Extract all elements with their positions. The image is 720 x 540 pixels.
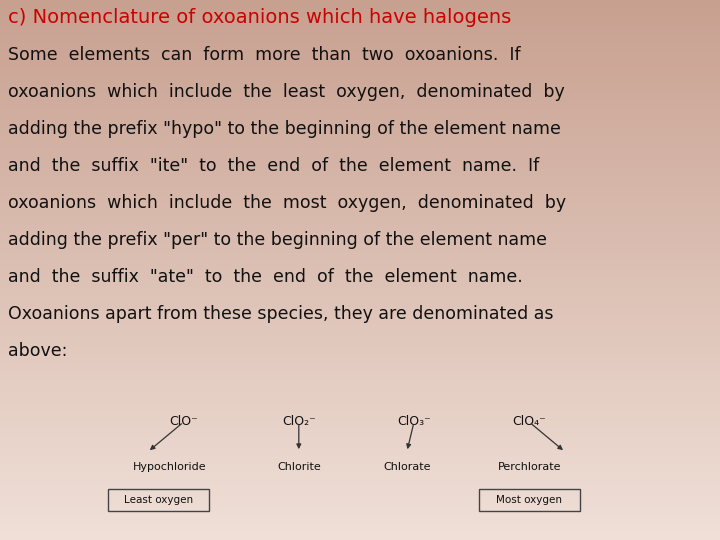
Text: Most oxygen: Most oxygen <box>496 495 562 505</box>
Text: Chlorate: Chlorate <box>383 462 431 472</box>
Text: ClO₂⁻: ClO₂⁻ <box>282 415 315 428</box>
Text: c) Nomenclature of oxoanions which have halogens: c) Nomenclature of oxoanions which have … <box>8 8 511 27</box>
Text: oxoanions  which  include  the  most  oxygen,  denominated  by: oxoanions which include the most oxygen,… <box>8 194 566 212</box>
Text: Oxoanions apart from these species, they are denominated as: Oxoanions apart from these species, they… <box>8 305 554 323</box>
Text: Some  elements  can  form  more  than  two  oxoanions.  If: Some elements can form more than two oxo… <box>8 46 521 64</box>
Text: adding the prefix "hypo" to the beginning of the element name: adding the prefix "hypo" to the beginnin… <box>8 120 561 138</box>
Text: Least oxygen: Least oxygen <box>124 495 193 505</box>
Bar <box>108 489 209 511</box>
Text: Hypochloride: Hypochloride <box>132 462 206 472</box>
Text: ClO⁻: ClO⁻ <box>169 415 198 428</box>
Text: ClO₄⁻: ClO₄⁻ <box>513 415 546 428</box>
Text: and  the  suffix  "ate"  to  the  end  of  the  element  name.: and the suffix "ate" to the end of the e… <box>8 268 523 286</box>
Text: and  the  suffix  "ite"  to  the  end  of  the  element  name.  If: and the suffix "ite" to the end of the e… <box>8 157 539 175</box>
Text: adding the prefix "per" to the beginning of the element name: adding the prefix "per" to the beginning… <box>8 231 547 249</box>
Text: above:: above: <box>8 342 68 360</box>
Text: Chlorite: Chlorite <box>277 462 320 472</box>
Text: ClO₃⁻: ClO₃⁻ <box>397 415 431 428</box>
Text: Perchlorate: Perchlorate <box>498 462 561 472</box>
Text: oxoanions  which  include  the  least  oxygen,  denominated  by: oxoanions which include the least oxygen… <box>8 83 564 101</box>
Bar <box>479 489 580 511</box>
